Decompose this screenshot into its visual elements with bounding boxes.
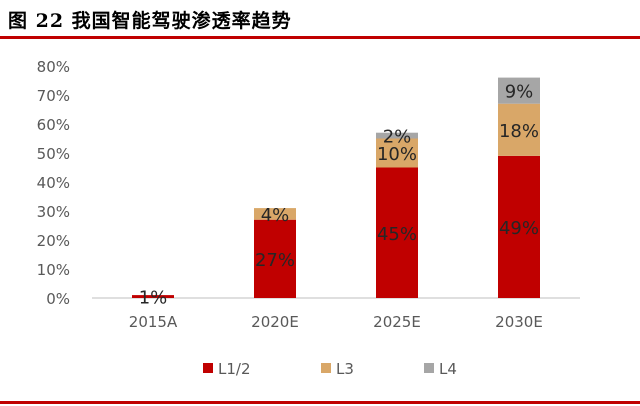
legend: L1/2 L3 L4 <box>203 360 457 378</box>
bar-segment <box>376 138 418 168</box>
bar-segment <box>132 295 174 298</box>
bars <box>132 77 540 298</box>
y-tick-label: 80% <box>37 58 70 76</box>
bar-labels: 1% 27% 4% 45% 10%2% 49% 18% 9% <box>139 82 539 309</box>
data-label: 18% <box>499 121 539 142</box>
legend-swatch <box>321 363 331 373</box>
y-tick-label: 0% <box>46 290 70 308</box>
y-tick-label: 60% <box>37 116 70 134</box>
y-tick-label: 30% <box>37 203 70 221</box>
data-label: 4% <box>261 205 290 226</box>
bar-segment <box>376 132 418 139</box>
bar-segment <box>498 77 540 104</box>
y-tick-label: 20% <box>37 232 70 250</box>
y-tick-label: 70% <box>37 87 70 105</box>
data-label: 1% <box>139 288 168 309</box>
top-rule <box>0 36 640 39</box>
y-tick-label: 40% <box>37 174 70 192</box>
y-axis-ticks: 0% 10% 20% 30% 40% 50% 60% 70% 80% <box>37 58 70 308</box>
bar-segment <box>376 167 418 298</box>
legend-swatch <box>424 363 434 373</box>
legend-label: L3 <box>336 360 354 378</box>
data-label: 10% <box>377 144 417 165</box>
x-tick-label: 2020E <box>251 313 299 331</box>
x-tick-label: 2025E <box>373 313 421 331</box>
x-tick-label: 2015A <box>129 313 178 331</box>
legend-label: L1/2 <box>218 360 251 378</box>
data-label: 45% <box>377 224 417 245</box>
bar-segment <box>254 208 296 220</box>
data-label: 2% <box>383 127 412 148</box>
figure-title: 图 22 我国智能驾驶渗透率趋势 <box>8 10 292 32</box>
data-label: 9% <box>505 82 534 103</box>
data-label: 49% <box>499 218 539 239</box>
legend-swatch <box>203 363 213 373</box>
x-axis-ticks: 2015A 2020E 2025E 2030E <box>129 313 543 331</box>
x-tick-label: 2030E <box>495 313 543 331</box>
bar-segment <box>498 103 540 156</box>
bottom-rule <box>0 401 640 404</box>
bar-segment <box>254 219 296 298</box>
data-label: 27% <box>255 250 295 271</box>
y-tick-label: 50% <box>37 145 70 163</box>
y-tick-label: 10% <box>37 261 70 279</box>
legend-label: L4 <box>439 360 457 378</box>
bar-segment <box>498 155 540 298</box>
